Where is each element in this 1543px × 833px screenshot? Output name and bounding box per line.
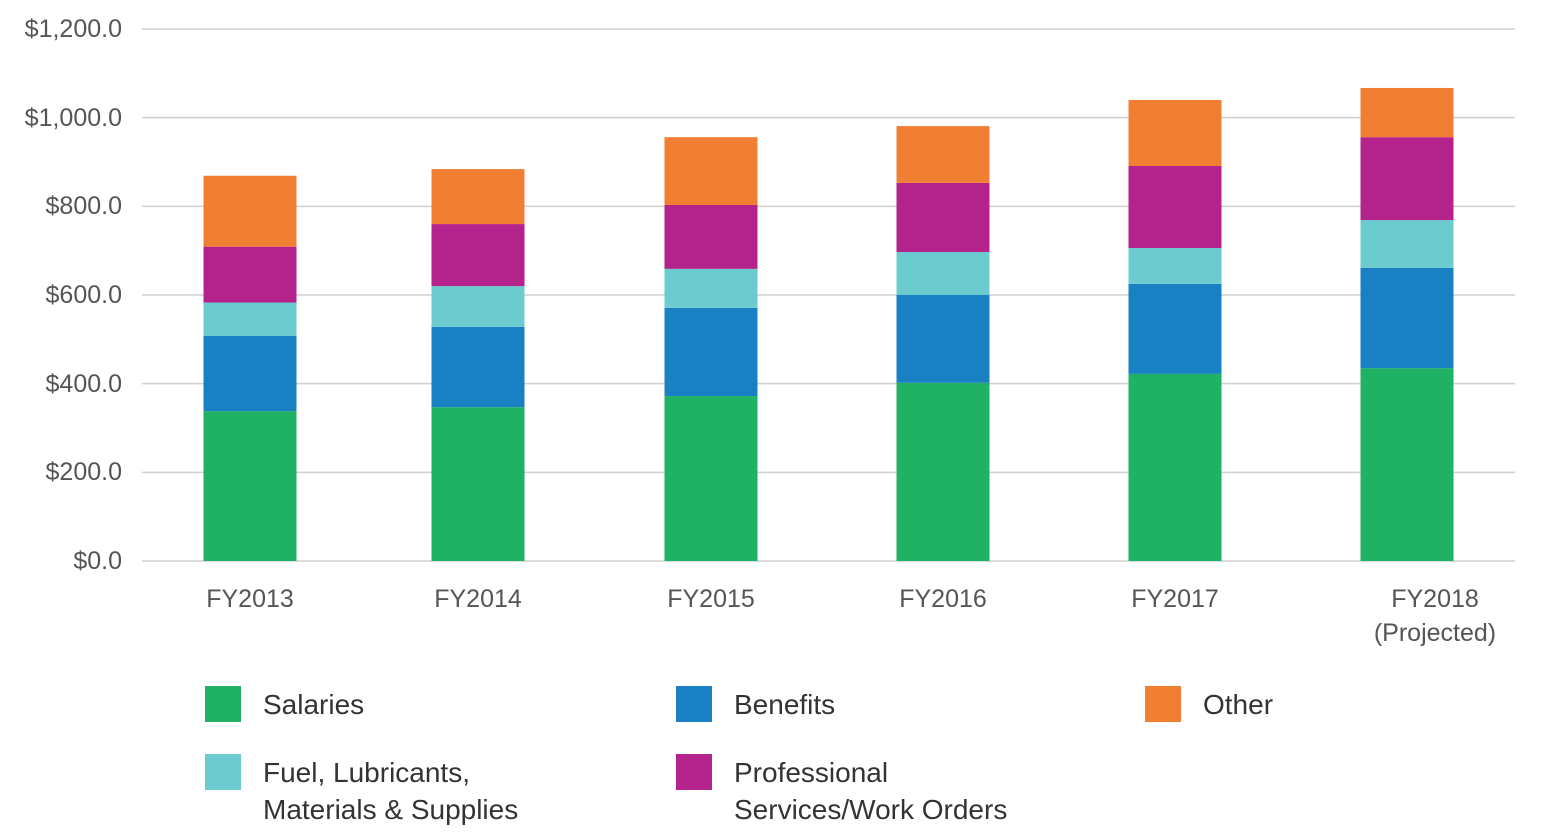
bar-segment	[203, 246, 297, 303]
legend-swatch	[205, 686, 241, 722]
bar-segment	[664, 137, 758, 206]
bar-segment	[1128, 248, 1222, 284]
bar-segment	[1360, 267, 1454, 369]
legend-label: Fuel, Lubricants, Materials & Supplies	[263, 757, 519, 825]
legend-label: Salaries	[263, 689, 365, 720]
bar-segment	[203, 411, 297, 561]
bar-segment	[431, 326, 525, 408]
bar-segment	[896, 295, 990, 383]
bar-segment	[431, 169, 525, 225]
bar-segment	[664, 205, 758, 269]
bar-segment	[431, 224, 525, 287]
bar-segment	[664, 307, 758, 397]
bar-segment	[1360, 137, 1454, 221]
bar-segment	[431, 407, 525, 561]
bar-segment	[203, 175, 297, 247]
x-tick-label: FY2015	[667, 585, 755, 613]
bar-segment	[1128, 283, 1222, 374]
legend-label: Professional Services/Work Orders	[734, 757, 1008, 825]
y-tick-label: $1,200.0	[24, 15, 122, 43]
y-tick-label: $400.0	[45, 369, 122, 398]
x-tick-label: FY2013	[206, 585, 294, 613]
y-tick-label: $200.0	[45, 458, 122, 487]
bar-segment	[1360, 368, 1454, 561]
bar-segment	[896, 182, 990, 252]
bar-segment	[896, 251, 990, 295]
bar-segment	[896, 126, 990, 183]
bar-segment	[1128, 373, 1222, 561]
legend-swatch	[676, 754, 712, 790]
x-tick-label: FY2018 (Projected)	[1373, 585, 1497, 647]
bar-segment	[203, 302, 297, 336]
x-tick-label: FY2014	[434, 585, 522, 613]
y-tick-label: $800.0	[45, 192, 122, 221]
bar-segment	[896, 382, 990, 561]
x-tick-label: FY2016	[899, 585, 987, 613]
legend-label: Benefits	[734, 689, 836, 720]
legend-swatch	[1145, 686, 1181, 722]
bar-segment	[1128, 165, 1222, 249]
bar-segment	[431, 286, 525, 327]
bar-segment	[1360, 220, 1454, 268]
legend-swatch	[676, 686, 712, 722]
y-tick-label: $0.0	[73, 547, 122, 575]
y-tick-label: $600.0	[45, 281, 122, 309]
bar-segment	[203, 335, 297, 412]
legend-label: Other	[1203, 689, 1274, 720]
bar-segment	[664, 396, 758, 561]
bar-segment	[1128, 99, 1222, 166]
bar-segment	[1360, 87, 1454, 138]
y-tick-label: $1,000.0	[24, 103, 122, 132]
legend-swatch	[205, 754, 241, 790]
x-tick-label: FY2017	[1131, 585, 1219, 613]
bar-segment	[664, 268, 758, 308]
